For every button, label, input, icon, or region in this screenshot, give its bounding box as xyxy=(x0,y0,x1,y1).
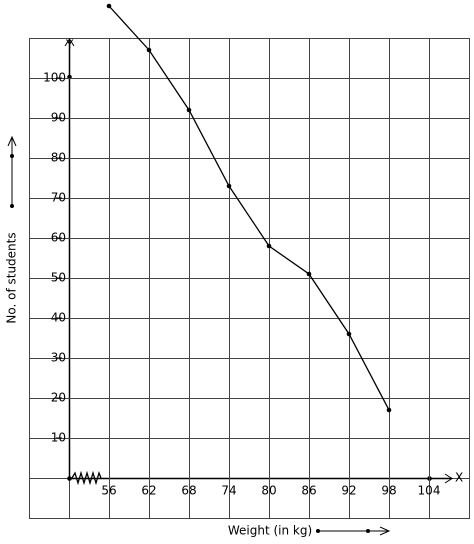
y-axis-arrow xyxy=(64,38,75,47)
y-tick-label: 50 xyxy=(51,271,66,285)
origin-dot xyxy=(67,476,72,481)
y-axis-label: No. of students xyxy=(5,232,19,323)
direction-arrow-head xyxy=(7,135,17,147)
x-tick-label: 104 xyxy=(418,484,441,498)
data-point xyxy=(146,47,152,53)
y-tick-label: 10 xyxy=(51,431,66,445)
data-point xyxy=(106,3,112,9)
x-tick-label: 80 xyxy=(261,484,276,498)
y-tick-label: 20 xyxy=(51,391,66,405)
data-point xyxy=(386,407,392,413)
arrow-dot xyxy=(316,529,320,533)
data-line xyxy=(108,5,390,411)
direction-arrow-head xyxy=(379,526,391,536)
x-axis-arrow xyxy=(444,473,453,484)
y-tick-label: 40 xyxy=(51,311,66,325)
data-point xyxy=(306,271,312,277)
x-tick-label: 62 xyxy=(141,484,156,498)
y-tick-label: 100 xyxy=(43,71,66,85)
x-axis-name: X xyxy=(455,471,463,485)
x-tick-label: 74 xyxy=(221,484,236,498)
y-tick-label: 60 xyxy=(51,231,66,245)
arrow-dot xyxy=(366,529,370,533)
x-tick-label: 98 xyxy=(381,484,396,498)
x-tick-label: 92 xyxy=(341,484,356,498)
data-point xyxy=(226,183,232,189)
data-point xyxy=(266,243,272,249)
x-tick-label: 86 xyxy=(301,484,316,498)
data-point xyxy=(346,331,352,337)
x-tick-label: 56 xyxy=(101,484,116,498)
y-tick-label: 80 xyxy=(51,151,66,165)
y-tick-label: 90 xyxy=(51,111,66,125)
x-axis-label: Weight (in kg) xyxy=(228,524,312,538)
y-tick-label: 30 xyxy=(51,351,66,365)
data-point xyxy=(186,107,192,113)
y-axis-name: Y xyxy=(65,38,74,52)
arrow-dot xyxy=(10,204,14,208)
axis-break xyxy=(71,470,102,486)
y-tick-label: 70 xyxy=(51,191,66,205)
arrow-dot xyxy=(10,154,14,158)
x-tick-label: 68 xyxy=(181,484,196,498)
